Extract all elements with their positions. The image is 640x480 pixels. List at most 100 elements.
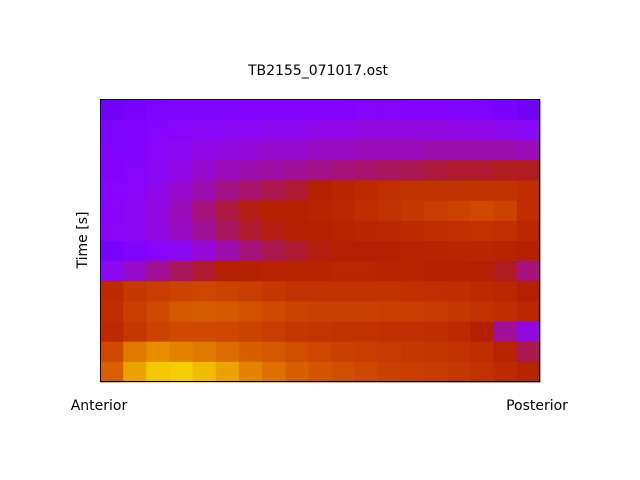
heatmap-cell	[447, 241, 472, 262]
heatmap-cell	[516, 180, 541, 202]
heatmap-cell	[354, 140, 379, 161]
heatmap-cell	[146, 220, 170, 242]
heatmap-cell	[331, 100, 356, 121]
heatmap-cell	[331, 220, 356, 242]
heatmap-cell	[285, 241, 309, 262]
heatmap-cell	[285, 341, 309, 363]
heatmap-cells	[100, 100, 541, 383]
heatmap-cell	[447, 120, 472, 141]
heatmap-cell	[493, 140, 518, 161]
heatmap-cell	[354, 261, 379, 282]
heatmap-cell	[169, 261, 194, 282]
heatmap-cell	[169, 120, 194, 141]
heatmap-cell	[285, 281, 309, 302]
heatmap-cell	[238, 321, 263, 343]
heatmap-cell	[401, 321, 425, 343]
heatmap-cell	[377, 241, 402, 262]
heatmap-cell	[470, 200, 495, 222]
heatmap-cell	[215, 120, 240, 141]
heatmap-cell	[354, 220, 379, 242]
heatmap-cell	[262, 180, 286, 202]
heatmap-cell	[192, 120, 217, 141]
heatmap-cell	[123, 301, 147, 323]
heatmap-cell	[192, 100, 217, 121]
heatmap-cell	[447, 261, 472, 282]
heatmap-cell	[493, 341, 518, 363]
heatmap-cell	[169, 321, 194, 343]
heatmap-cell	[100, 180, 124, 202]
heatmap-cell	[146, 140, 170, 161]
heatmap-cell	[377, 100, 402, 121]
y-axis-label: Time [s]	[75, 212, 91, 270]
heatmap-cell	[447, 180, 472, 202]
heatmap-cell	[123, 341, 147, 363]
heatmap-cell	[470, 261, 495, 282]
heatmap-cell	[308, 160, 333, 182]
heatmap-cell	[238, 241, 263, 262]
heatmap-cell	[516, 120, 541, 141]
heatmap-cell	[377, 281, 402, 302]
heatmap-cell	[493, 200, 518, 222]
heatmap-cell	[100, 241, 124, 262]
heatmap-cell	[470, 120, 495, 141]
heatmap-cell	[169, 341, 194, 363]
heatmap-cell	[146, 100, 170, 121]
heatmap-cell	[192, 200, 217, 222]
heatmap-cell	[215, 261, 240, 282]
heatmap-cell	[331, 241, 356, 262]
heatmap-cell	[331, 120, 356, 141]
heatmap-cell	[354, 361, 379, 383]
heatmap-cell	[146, 361, 170, 383]
heatmap-cell	[238, 200, 263, 222]
heatmap-cell	[470, 301, 495, 323]
heatmap-cell	[470, 361, 495, 383]
heatmap-cell	[331, 341, 356, 363]
heatmap-cell	[123, 200, 147, 222]
heatmap-cell	[493, 321, 518, 343]
heatmap-cell	[377, 261, 402, 282]
heatmap-cell	[215, 361, 240, 383]
heatmap-cell	[100, 140, 124, 161]
heatmap-cell	[285, 301, 309, 323]
heatmap-cell	[146, 301, 170, 323]
heatmap-cell	[447, 361, 472, 383]
heatmap-cell	[447, 200, 472, 222]
heatmap-cell	[285, 120, 309, 141]
heatmap-cell	[238, 180, 263, 202]
heatmap-cell	[424, 140, 448, 161]
heatmap-cell	[308, 100, 333, 121]
heatmap-cell	[215, 241, 240, 262]
heatmap-cell	[285, 361, 309, 383]
heatmap-cell	[470, 100, 495, 121]
heatmap-cell	[146, 120, 170, 141]
heatmap-cell	[401, 281, 425, 302]
heatmap-cell	[354, 321, 379, 343]
heatmap-cell	[100, 281, 124, 302]
heatmap-cell	[215, 160, 240, 182]
heatmap-cell	[354, 180, 379, 202]
heatmap-cell	[215, 281, 240, 302]
heatmap-cell	[447, 301, 472, 323]
heatmap-cell	[308, 180, 333, 202]
heatmap-cell	[377, 321, 402, 343]
heatmap-cell	[238, 341, 263, 363]
heatmap-cell	[123, 160, 147, 182]
heatmap-cell	[215, 220, 240, 242]
heatmap-cell	[192, 361, 217, 383]
heatmap-cell	[192, 301, 217, 323]
heatmap-cell	[354, 120, 379, 141]
heatmap-cell	[262, 321, 286, 343]
heatmap-cell	[516, 160, 541, 182]
heatmap-cell	[308, 220, 333, 242]
heatmap-cell	[331, 301, 356, 323]
heatmap-cell	[401, 120, 425, 141]
heatmap-cell	[123, 180, 147, 202]
heatmap-cell	[146, 160, 170, 182]
heatmap-cell	[447, 220, 472, 242]
heatmap-cell	[516, 361, 541, 383]
heatmap-cell	[192, 281, 217, 302]
heatmap-cell	[238, 160, 263, 182]
heatmap-cell	[192, 321, 217, 343]
heatmap-cell	[354, 200, 379, 222]
heatmap-cell	[470, 140, 495, 161]
